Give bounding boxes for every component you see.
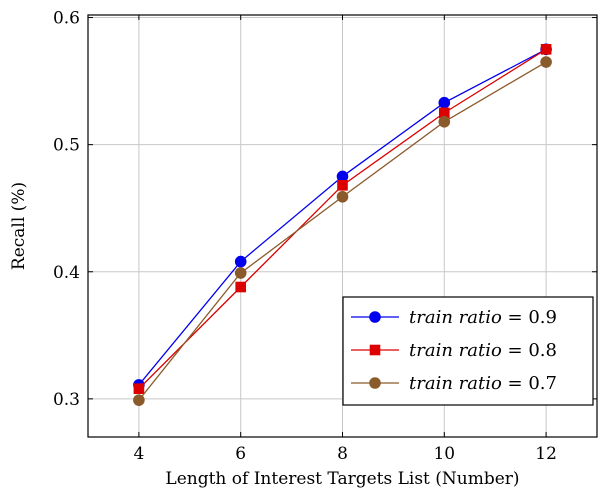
legend-entry-label: train ratio = 0.8	[409, 340, 557, 361]
series-2	[133, 44, 552, 394]
legend-entry-value: = 0.9	[502, 307, 557, 328]
legend-marker	[369, 311, 381, 323]
data-point	[336, 190, 349, 203]
data-point	[540, 44, 552, 55]
y-tick-label: 0.3	[53, 390, 80, 410]
y-tick-label: 0.6	[53, 9, 80, 29]
legend-entry-label: train ratio = 0.9	[409, 307, 557, 328]
x-tick-label: 10	[433, 444, 455, 464]
x-tick-label: 8	[337, 444, 348, 464]
x-tick-label: 6	[235, 444, 246, 464]
legend-entry-name: train ratio	[409, 340, 502, 361]
data-point	[337, 180, 348, 191]
legend-box	[342, 296, 594, 406]
y-tick-label: 0.5	[53, 136, 80, 156]
data-point	[133, 394, 145, 406]
legend-entry-name: train ratio	[409, 307, 502, 328]
data-point	[234, 267, 247, 279]
legend-marker	[369, 344, 381, 356]
legend-marker	[369, 377, 381, 389]
data-point	[235, 281, 246, 293]
y-tick-label: 0.4	[53, 263, 80, 283]
x-tick-label: 12	[535, 444, 557, 464]
x-axis-label: Length of Interest Targets List (Number)	[165, 469, 519, 489]
series-3	[133, 56, 552, 406]
x-tick-label: 4	[133, 444, 144, 464]
data-point	[438, 115, 451, 128]
series	[133, 43, 552, 406]
legend-entry-label: train ratio = 0.7	[409, 373, 557, 394]
y-axis-label: Recall (%)	[9, 182, 29, 270]
ticks: 4 6 8 10 12 0.3 0.4 0.5 0.6	[53, 9, 597, 464]
series-1	[133, 43, 552, 391]
data-point	[133, 383, 145, 394]
legend-entry-value: = 0.7	[502, 373, 557, 394]
legend-entry-value: = 0.8	[502, 340, 557, 361]
data-point	[438, 96, 451, 109]
data-point	[234, 255, 247, 268]
legend-entry-name: train ratio	[409, 373, 502, 394]
data-point	[540, 56, 552, 68]
